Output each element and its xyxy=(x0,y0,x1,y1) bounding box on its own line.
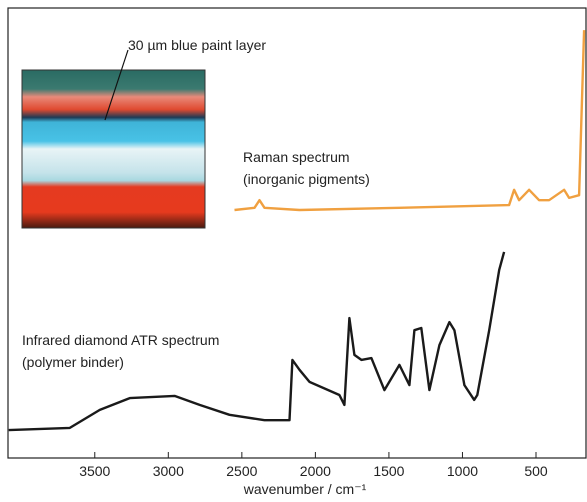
annotation: 30 µm blue paint layer xyxy=(128,37,266,53)
x-tick-label: 2500 xyxy=(226,463,257,479)
annotation: (inorganic pigments) xyxy=(243,171,370,187)
x-tick-label: 2000 xyxy=(300,463,331,479)
x-tick-label: 500 xyxy=(524,463,548,479)
x-axis-label: wavenumber / cm⁻¹ xyxy=(243,481,367,497)
x-tick-label: 1000 xyxy=(447,463,478,479)
annotation: (polymer binder) xyxy=(22,354,124,370)
chart: wavenumber / cm⁻¹ 3500 3000 2500 2000 1500 10… xyxy=(0,0,587,502)
annotation: Raman spectrum xyxy=(243,149,350,165)
x-tick-label: 1500 xyxy=(373,463,404,479)
x-tick-label: 3500 xyxy=(79,463,110,479)
x-tick-label: 3000 xyxy=(153,463,184,479)
annotation: Infrared diamond ATR spectrum xyxy=(22,332,219,348)
